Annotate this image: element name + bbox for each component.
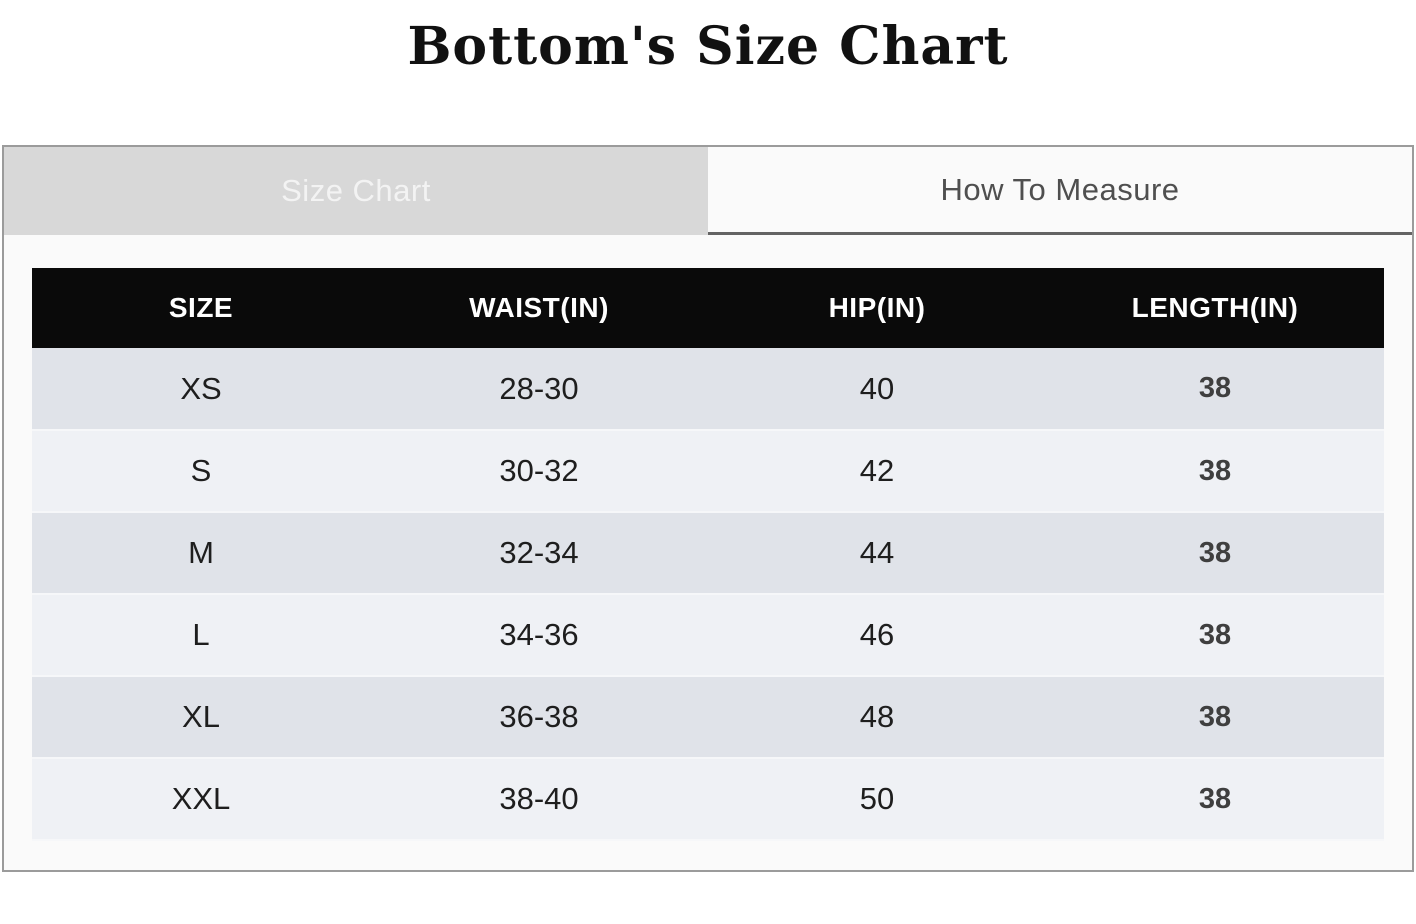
size-table-header: SIZE WAIST(IN) HIP(IN) LENGTH(IN) — [32, 268, 1384, 348]
cell-hip: 40 — [708, 348, 1046, 431]
cell-waist: 28-30 — [370, 348, 708, 431]
column-header-size: SIZE — [32, 268, 370, 348]
cell-length: 38 — [1046, 676, 1384, 759]
tab-how-to-measure-label: How To Measure — [940, 171, 1180, 207]
cell-hip: 46 — [708, 594, 1046, 677]
table-row: XS 28-30 40 38 — [32, 348, 1384, 431]
cell-waist: 38-40 — [370, 758, 708, 841]
cell-waist: 30-32 — [370, 430, 708, 513]
cell-hip: 44 — [708, 512, 1046, 595]
cell-waist: 34-36 — [370, 594, 708, 677]
cell-size: XXL — [32, 758, 370, 841]
tab-how-to-measure[interactable]: How To Measure — [708, 147, 1412, 235]
table-row: XXL 38-40 50 38 — [32, 758, 1384, 841]
size-table-wrap: SIZE WAIST(IN) HIP(IN) LENGTH(IN) XS 28-3… — [32, 268, 1384, 841]
size-table: SIZE WAIST(IN) HIP(IN) LENGTH(IN) XS 28-3… — [32, 268, 1384, 841]
tab-size-chart[interactable]: Size Chart — [4, 147, 708, 235]
table-row: L 34-36 46 38 — [32, 594, 1384, 677]
header-row: SIZE WAIST(IN) HIP(IN) LENGTH(IN) — [32, 268, 1384, 348]
tab-bar: Size Chart How To Measure — [4, 147, 1412, 235]
size-chart-panel: Size Chart How To Measure SIZE WAIST(IN)… — [2, 145, 1414, 872]
table-row: XL 36-38 48 38 — [32, 676, 1384, 759]
column-header-length: LENGTH(IN) — [1046, 268, 1384, 348]
cell-hip: 48 — [708, 676, 1046, 759]
cell-hip: 42 — [708, 430, 1046, 513]
cell-hip: 50 — [708, 758, 1046, 841]
cell-waist: 32-34 — [370, 512, 708, 595]
cell-size: S — [32, 430, 370, 513]
table-row: M 32-34 44 38 — [32, 512, 1384, 595]
page-title: Bottom's Size Chart — [407, 16, 1009, 77]
cell-size: XL — [32, 676, 370, 759]
cell-length: 38 — [1046, 758, 1384, 841]
cell-size: L — [32, 594, 370, 677]
cell-length: 38 — [1046, 594, 1384, 677]
column-header-waist: WAIST(IN) — [370, 268, 708, 348]
size-table-body: XS 28-30 40 38 S 30-32 42 38 M 32-34 44 38 L 34-36 46 3… — [32, 348, 1384, 841]
cell-length: 38 — [1046, 512, 1384, 595]
cell-size: M — [32, 512, 370, 595]
cell-waist: 36-38 — [370, 676, 708, 759]
cell-size: XS — [32, 348, 370, 431]
cell-length: 38 — [1046, 348, 1384, 431]
column-header-hip: HIP(IN) — [708, 268, 1046, 348]
table-row: S 30-32 42 38 — [32, 430, 1384, 513]
tab-size-chart-label: Size Chart — [281, 173, 431, 208]
cell-length: 38 — [1046, 430, 1384, 513]
